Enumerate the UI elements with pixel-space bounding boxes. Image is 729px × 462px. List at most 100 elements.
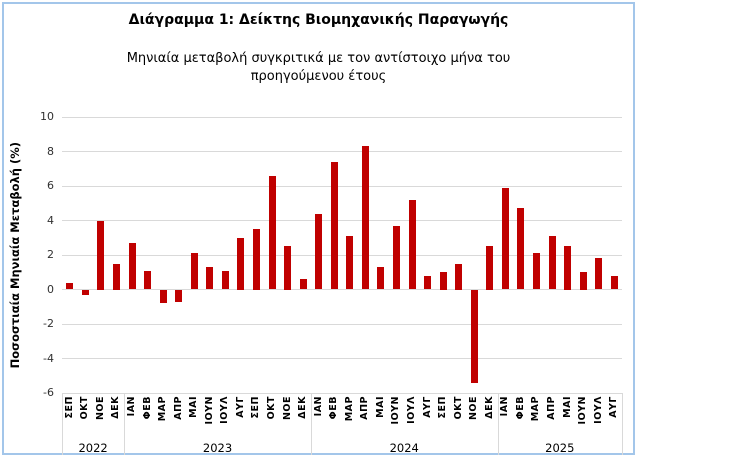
gridline (62, 220, 622, 221)
x-tick-label: ΜΑΙ (561, 396, 573, 418)
year-separator (310, 393, 312, 455)
bar (532, 253, 540, 290)
y-tick-label: 10 (40, 110, 54, 123)
year-label: 2023 (202, 441, 233, 455)
year-separator (622, 393, 623, 455)
x-tick-label: ΣΕΠ (250, 396, 262, 419)
y-tick-label: -6 (43, 386, 54, 399)
gridline (62, 254, 622, 256)
gridline (62, 358, 622, 359)
plot-area (62, 116, 622, 394)
x-tick-label: ΑΠΡ (546, 396, 557, 420)
year-label: 2024 (389, 441, 419, 455)
x-tick-label: ΜΑΡ (530, 396, 542, 422)
year-separator (497, 393, 499, 455)
gridline (62, 323, 622, 325)
bar (392, 225, 400, 290)
x-tick-label: ΣΕΠ (63, 396, 75, 419)
bar (128, 242, 136, 290)
bar (579, 272, 587, 290)
bar (175, 289, 183, 302)
x-tick-label: ΦΕΒ (141, 396, 153, 420)
y-tick-label: -4 (43, 351, 54, 365)
bar (564, 246, 572, 290)
bar (315, 213, 323, 290)
bar (610, 275, 618, 290)
bar (455, 263, 463, 290)
x-tick-label: ΔΕΚ (483, 396, 495, 419)
bar (221, 270, 229, 290)
bar (144, 270, 152, 290)
x-tick-label: ΝΟΕ (468, 396, 480, 421)
x-tick-label: ΙΟΥΝ (390, 396, 402, 425)
x-tick-label: ΙΑΝ (126, 396, 137, 417)
y-tick-label: 6 (47, 179, 54, 192)
y-tick-label: -2 (43, 317, 54, 330)
bar (501, 187, 509, 290)
bar (330, 161, 338, 290)
bar (190, 253, 198, 290)
x-tick-label: ΔΕΚ (297, 396, 309, 419)
x-tick-label: ΦΕΒ (514, 396, 526, 420)
bar (517, 208, 525, 290)
bar (361, 146, 369, 290)
chart-subtitle-line-2: προηγούμενου έτους (250, 69, 387, 84)
x-tick-label: ΑΠΡ (359, 396, 371, 420)
gridline (62, 151, 622, 152)
gridline (62, 116, 622, 118)
bar (284, 246, 292, 290)
bar (252, 229, 260, 290)
x-tick-label: ΙΟΥΛ (592, 396, 604, 424)
x-tick-label: ΑΥΓ (421, 396, 433, 418)
x-tick-label: ΝΟΕ (281, 396, 293, 421)
gridline (62, 185, 622, 187)
x-tick-label: ΙΑΝ (499, 396, 511, 417)
x-tick-label: ΔΕΚ (110, 396, 122, 419)
x-tick-label: ΝΟΕ (94, 396, 106, 421)
gridline (62, 392, 622, 394)
bar (408, 199, 416, 290)
bar (159, 289, 167, 304)
year-label: 2022 (78, 441, 108, 455)
gridline (62, 289, 622, 290)
chart-title: Διάγραμμα 1: Δείκτης Βιομηχανικής Παραγω… (128, 12, 509, 28)
bar (206, 267, 214, 290)
bar (595, 258, 603, 290)
chart-subtitle: Μηνιαία μεταβολή συγκριτικά με τον αντίσ… (4, 50, 633, 86)
y-tick-label: 2 (47, 248, 54, 261)
x-tick-label: ΜΑΡ (343, 396, 355, 422)
x-tick-label: ΟΚΤ (79, 396, 91, 420)
year-separator (124, 393, 126, 455)
y-tick-label: 4 (47, 213, 54, 227)
bar (439, 272, 447, 290)
bar (112, 263, 120, 290)
bar (299, 279, 307, 290)
year-separator (62, 393, 63, 455)
x-tick-label: ΙΟΥΛ (406, 396, 417, 424)
x-tick-label: ΑΠΡ (172, 396, 184, 420)
x-tick-label: ΜΑΡ (157, 396, 169, 422)
year-label: 2025 (545, 441, 575, 455)
bar (377, 267, 385, 290)
x-tick-label: ΙΟΥΝ (203, 396, 215, 425)
x-tick-label: ΙΑΝ (312, 396, 324, 417)
x-tick-label: ΑΥΓ (608, 396, 620, 418)
bar (66, 282, 74, 290)
x-tick-label: ΙΟΥΛ (219, 396, 231, 424)
y-tick-label: 0 (47, 282, 54, 296)
bar (237, 237, 245, 290)
bar (424, 275, 432, 290)
bar (470, 289, 478, 383)
x-tick-label: ΦΕΒ (328, 396, 340, 420)
bar (97, 220, 105, 290)
bar (548, 236, 556, 290)
x-tick-label: ΟΚΤ (452, 396, 464, 420)
bar (486, 246, 494, 290)
bar (268, 175, 276, 290)
bar (81, 289, 89, 295)
chart-subtitle-line-1: Μηνιαία μεταβολή συγκριτικά με τον αντίσ… (126, 51, 511, 66)
x-tick-label: ΜΑΙ (188, 396, 200, 418)
x-tick-label: ΣΕΠ (437, 396, 449, 419)
chart-frame: Διάγραμμα 1: Δείκτης Βιομηχανικής Παραγω… (2, 2, 635, 455)
